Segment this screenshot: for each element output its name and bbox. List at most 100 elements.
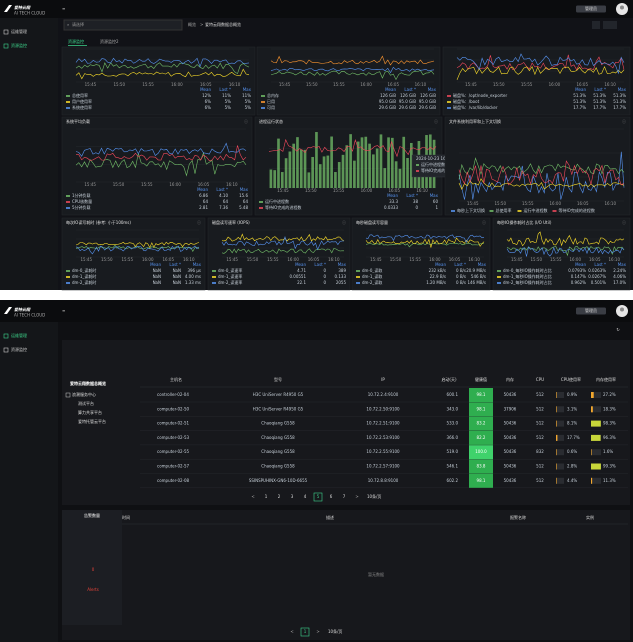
cell-uptime: 366.0 xyxy=(447,435,459,440)
legend-swatch xyxy=(451,210,455,212)
tree-item[interactable]: 浪潮服务中心 xyxy=(72,391,96,397)
tree-item[interactable]: 爱特托管云平台 xyxy=(78,418,106,424)
legend-header: Last * xyxy=(219,87,231,92)
bar-deco xyxy=(273,170,277,188)
tree-item[interactable]: 测试平台 xyxy=(78,400,94,406)
legend-header: Mean xyxy=(295,262,306,267)
sparkline xyxy=(456,53,625,75)
bar-deco xyxy=(311,156,314,188)
legend-header: Max xyxy=(240,187,249,192)
alert-title: 告警数量 xyxy=(84,512,100,518)
legend-header: Mean xyxy=(150,262,161,267)
bar-deco xyxy=(330,136,333,188)
tooltip-time: 2024-10-23 16:08:00 xyxy=(416,156,459,161)
pager-next[interactable]: > xyxy=(316,629,319,634)
pager-page[interactable]: 5 xyxy=(317,494,320,499)
time-tick: 16:00 xyxy=(360,82,372,87)
time-tick: 15:45 xyxy=(226,257,238,262)
alert-unit: Alerts xyxy=(87,587,99,592)
bar-deco xyxy=(341,154,345,188)
cell-cpu-usage: 4.4% xyxy=(567,478,577,483)
pager-prev[interactable]: < xyxy=(251,494,254,499)
legend-cell: 232 kB/s xyxy=(429,268,446,273)
tab[interactable]: 资源监控 xyxy=(68,38,84,44)
bar-deco xyxy=(288,151,292,188)
cell-host: computer-02-08 xyxy=(157,478,190,483)
legend-cell: NaN xyxy=(173,268,181,273)
pager-page[interactable]: 7 xyxy=(343,494,346,499)
legend-header: Mean xyxy=(387,193,398,198)
refresh-icon[interactable]: ↻ xyxy=(616,327,619,332)
tree-toggle[interactable] xyxy=(65,392,71,398)
cell-cpu: 512 xyxy=(536,464,544,469)
sparkline xyxy=(221,236,345,251)
user-button[interactable] xyxy=(576,307,606,315)
menu-item[interactable]: 资源监控 xyxy=(11,42,27,48)
pager-page[interactable]: 1 xyxy=(265,494,268,499)
legend-swatch xyxy=(66,101,70,103)
bar-deco xyxy=(269,169,273,188)
cell-host: computer-02-53 xyxy=(157,435,190,440)
menu-toggle[interactable]: ≡ xyxy=(62,308,65,313)
legend-cell: 20.9 MB/s xyxy=(466,268,486,273)
legend-name: 等待IO完成的进程数 xyxy=(559,207,595,213)
cell-mem: 37906 xyxy=(504,406,517,411)
panel-info: ⓘ xyxy=(342,219,346,225)
legend-swatch xyxy=(66,195,70,197)
legend-cell: 126 GiB xyxy=(380,93,396,98)
menu-item[interactable]: 运维管理 xyxy=(11,28,27,34)
cell-mem-usage: 27.2% xyxy=(603,392,616,397)
legend-cell: 33.3 xyxy=(389,199,398,204)
legend-cell: 51.3% xyxy=(593,99,606,104)
cpu-bar xyxy=(556,449,557,456)
sparkline xyxy=(506,231,625,247)
legend-name: CPU核数量 xyxy=(72,198,92,204)
time-tick: 16:05 xyxy=(308,257,320,262)
legend-cell: 17.0% xyxy=(613,280,626,285)
legend-cell: 5% xyxy=(245,99,252,104)
legend-swatch xyxy=(66,95,70,97)
pager-size[interactable]: 10条/页 xyxy=(367,493,381,499)
cpu-bar xyxy=(556,392,557,398)
legend-name: dm-2_读取 xyxy=(362,279,382,285)
pager-next[interactable]: > xyxy=(355,494,358,499)
pager-size[interactable]: 10条/页 xyxy=(328,628,342,634)
legend-swatch xyxy=(261,95,265,97)
tab[interactable]: 资源监控2 xyxy=(100,38,119,44)
pager-page[interactable]: 4 xyxy=(304,494,307,499)
time-tick: 16:05 xyxy=(577,201,589,206)
legend-cell: 0.0793% xyxy=(568,268,586,273)
time-tick: 16:10 xyxy=(604,82,616,87)
menu-item[interactable]: 资源监控 xyxy=(11,346,27,352)
legend-header: Last * xyxy=(594,262,606,267)
legend-name: 总内存 xyxy=(267,92,279,98)
bar-deco xyxy=(303,149,307,188)
legend-cell: 51.3% xyxy=(593,93,606,98)
legend-name: 磁盘%：/opt/node_exporter xyxy=(453,92,507,98)
cell-uptime: 602.2 xyxy=(447,478,459,483)
pager-page[interactable]: 6 xyxy=(330,494,333,499)
pager-prev[interactable]: < xyxy=(290,629,293,634)
pager-page[interactable]: 3 xyxy=(291,494,294,499)
time-tick: 15:50 xyxy=(305,188,317,193)
panel-info: ⓘ xyxy=(622,219,626,225)
pager-page[interactable]: 1 xyxy=(304,629,307,634)
toolbar-btn[interactable] xyxy=(603,21,617,29)
bar-deco xyxy=(322,156,326,188)
menu-item[interactable]: 运维管理 xyxy=(11,332,27,338)
time-tick: 15:55 xyxy=(142,82,154,87)
mem-bar xyxy=(591,392,594,398)
pager-page[interactable]: 2 xyxy=(278,494,281,499)
toolbar-btn[interactable] xyxy=(592,21,600,29)
search-box[interactable] xyxy=(63,19,183,31)
legend-cell: 0 xyxy=(323,268,326,273)
legend-name: 总使用率 xyxy=(72,92,88,98)
tree-item[interactable]: 算力共享平台 xyxy=(78,409,102,415)
user-button[interactable] xyxy=(576,5,606,13)
time-tick: 15:45 xyxy=(85,82,97,87)
menu-toggle[interactable]: ≡ xyxy=(62,6,65,11)
legend-cell: 64 xyxy=(203,199,209,204)
tree-title: 爱特云翔数据总概览 xyxy=(70,380,106,386)
legend-cell: 126 GiB xyxy=(400,93,416,98)
legend-swatch xyxy=(447,101,451,103)
